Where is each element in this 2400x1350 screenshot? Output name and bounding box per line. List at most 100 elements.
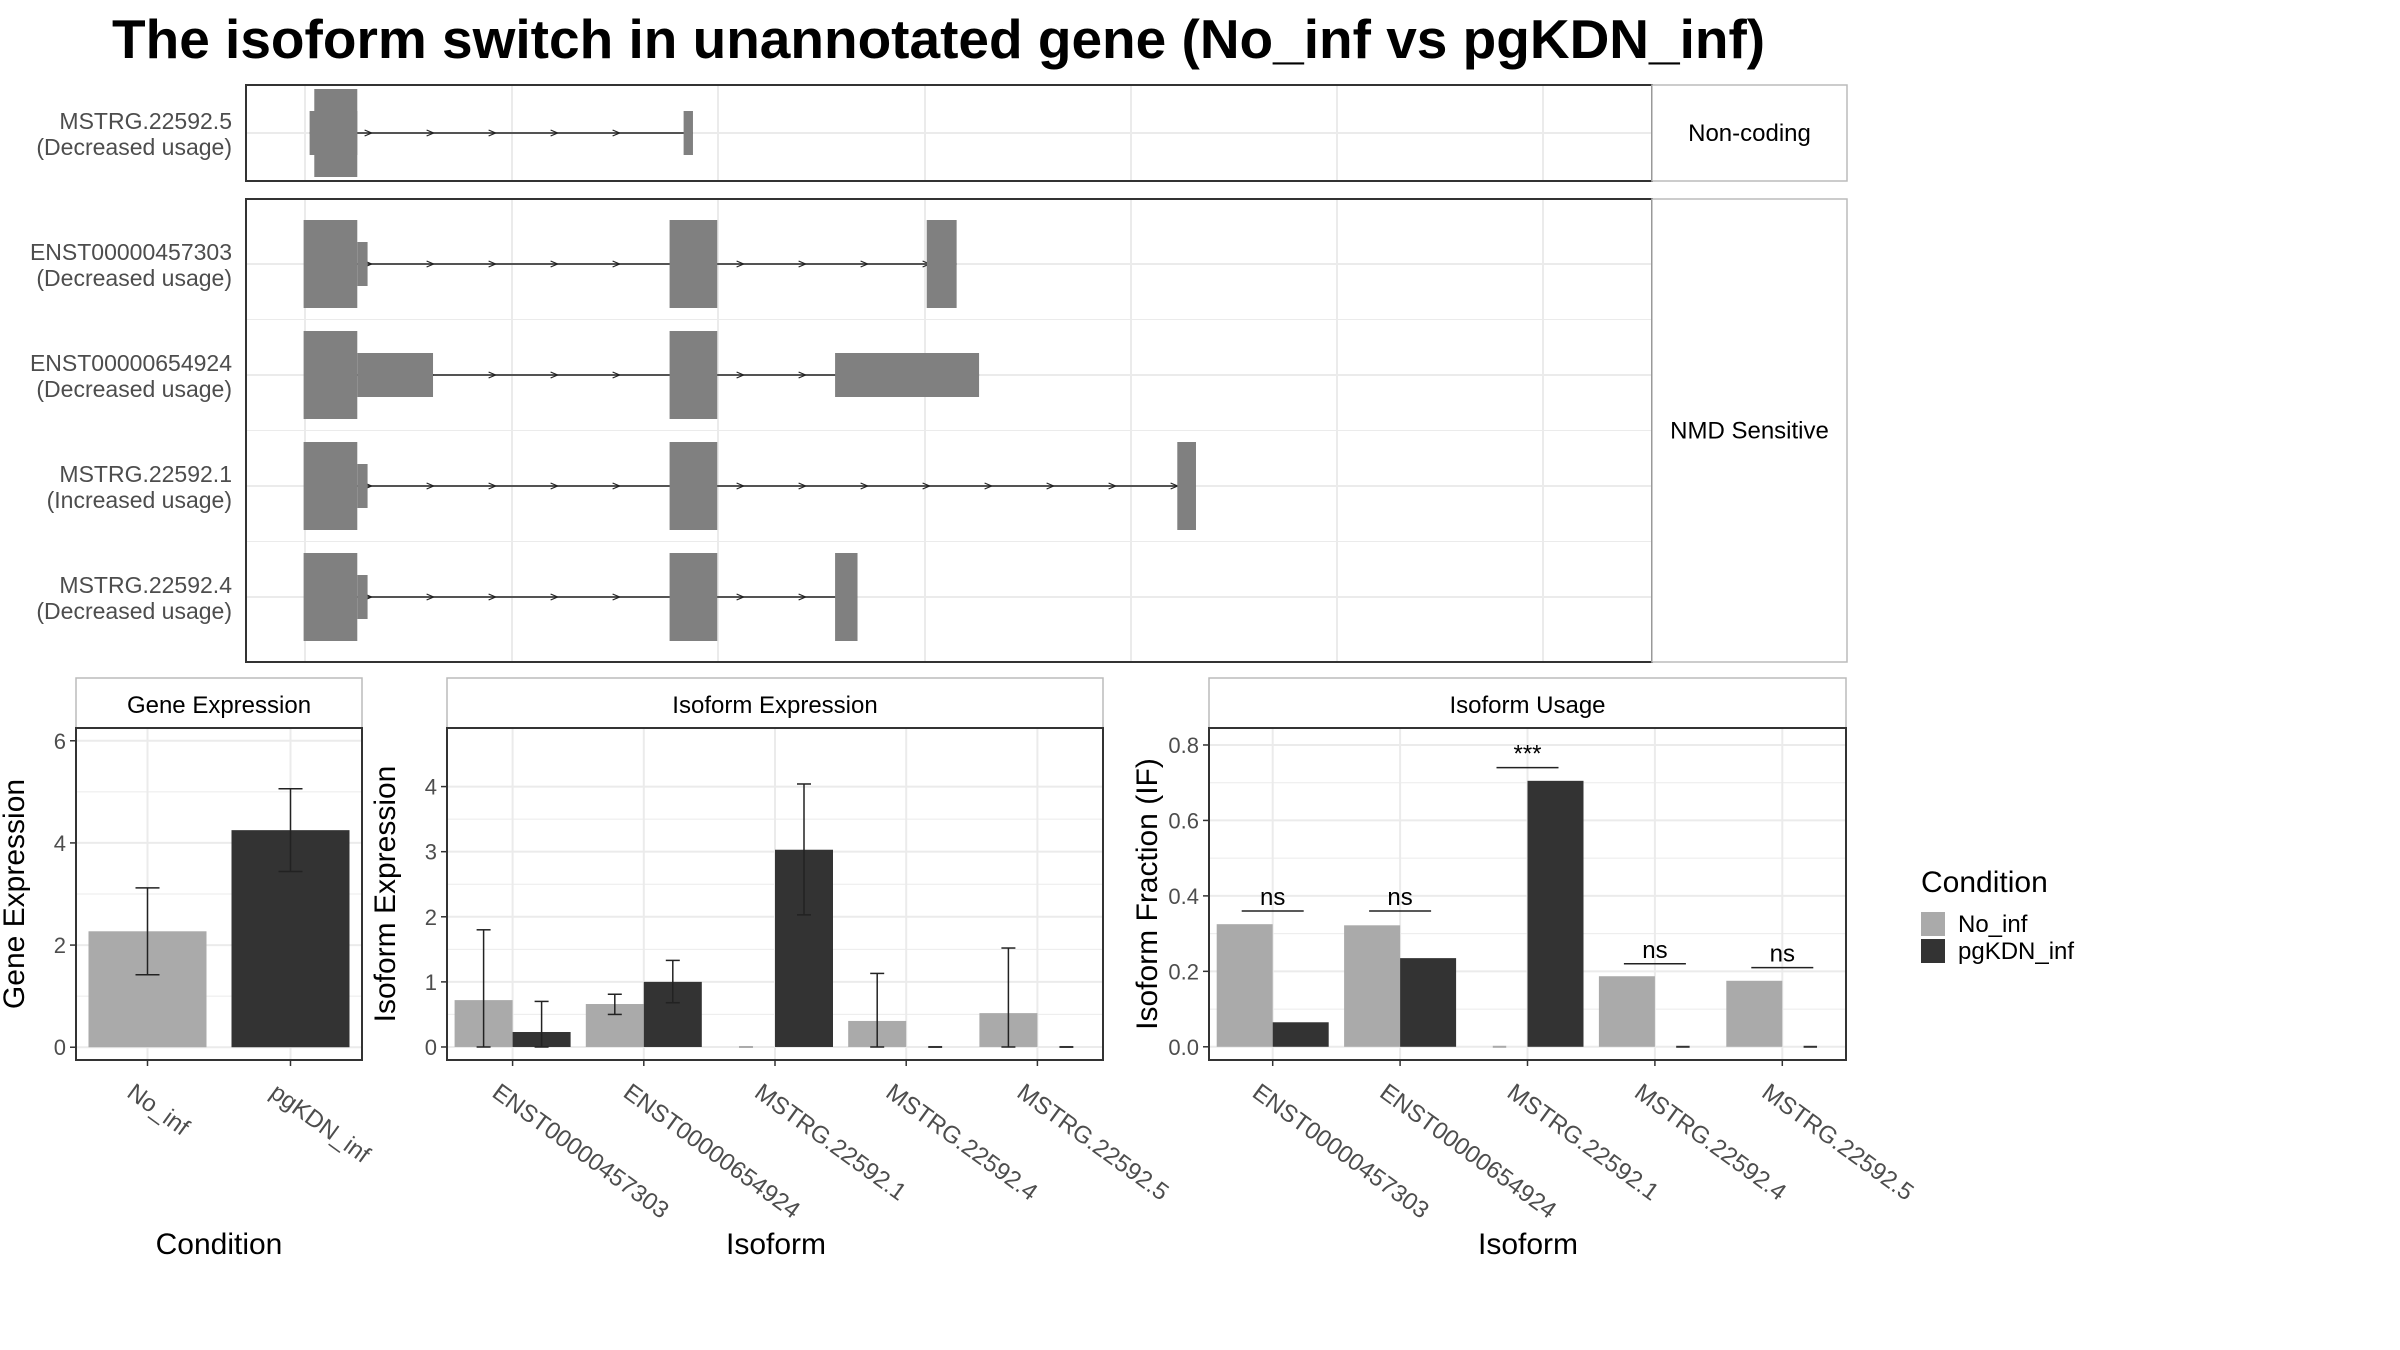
intron-arrow (798, 371, 808, 379)
exon (926, 220, 957, 308)
significance-label: ns (1260, 884, 1285, 911)
intron-arrow (860, 260, 870, 268)
transcript-MSTRG-22592-5: MSTRG.22592.5(Decreased usage) (36, 89, 693, 177)
significance-label: ns (1642, 937, 1667, 964)
exon (357, 353, 434, 397)
transcript-name: MSTRG.22592.1 (59, 461, 232, 487)
intron-arrow (860, 482, 870, 490)
intron-arrow (364, 129, 374, 137)
exon (314, 89, 358, 177)
transcript-MSTRG-22592-4: MSTRG.22592.4(Decreased usage) (36, 553, 858, 641)
intron-arrow (1108, 482, 1118, 490)
transcript-usage: (Decreased usage) (36, 265, 232, 291)
significance-label: *** (1513, 741, 1541, 768)
y-tick-label: 6 (54, 729, 66, 754)
transcript-usage: (Decreased usage) (36, 376, 232, 402)
exon (357, 575, 368, 619)
panel-title: Isoform Expression (672, 692, 877, 719)
y-axis-title: Isoform Fraction (IF) (1131, 758, 1164, 1030)
transcript-name: ENST00000457303 (30, 239, 232, 265)
legend-label: No_inf (1958, 911, 2028, 938)
strip-label: NMD Sensitive (1670, 418, 1829, 445)
transcript-usage: (Decreased usage) (36, 134, 232, 160)
x-axis-title: Isoform (1478, 1228, 1578, 1261)
intron-arrow (488, 129, 498, 137)
exon (683, 111, 693, 155)
intron-arrow (1046, 482, 1056, 490)
intron-arrow (612, 371, 622, 379)
y-tick-label: 0.0 (1168, 1035, 1199, 1060)
intron-arrow (612, 482, 622, 490)
intron-arrow (488, 593, 498, 601)
figure-title: The isoform switch in unannotated gene (… (112, 8, 1765, 70)
y-tick-label: 4 (425, 775, 437, 800)
exon (1177, 442, 1196, 530)
intron-arrow (612, 593, 622, 601)
intron-arrow (550, 371, 560, 379)
intron-arrow (798, 482, 808, 490)
bar-No_inf-4 (1726, 980, 1783, 1047)
structure-group-1: ENST00000457303(Decreased usage)ENST0000… (30, 198, 1848, 663)
y-tick-label: 0.4 (1168, 884, 1199, 909)
intron-arrow (550, 593, 560, 601)
y-tick-label: 0.2 (1168, 959, 1199, 984)
panel-strip (446, 677, 1104, 729)
panel-border (75, 727, 363, 1061)
intron-arrow (736, 371, 746, 379)
exon (669, 553, 718, 641)
intron-arrow (488, 260, 498, 268)
y-tick-label: 1 (425, 970, 437, 995)
exon (303, 220, 358, 308)
panel-title: Gene Expression (127, 692, 311, 719)
significance-label: ns (1387, 884, 1412, 911)
intron-arrow (984, 482, 994, 490)
transcript-usage: (Increased usage) (47, 487, 232, 513)
exon (669, 220, 718, 308)
intron-arrow (550, 129, 560, 137)
bar-No_inf-0 (1216, 924, 1273, 1047)
panel-strip (1208, 677, 1847, 729)
intron-arrow (426, 260, 436, 268)
x-axis-title: Isoform (726, 1228, 826, 1261)
transcript-ENST00000457303: ENST00000457303(Decreased usage) (30, 220, 957, 308)
x-tick-label: pgKDN_inf (265, 1079, 375, 1169)
legend-label: pgKDN_inf (1958, 938, 2074, 965)
y-tick-label: 4 (54, 831, 66, 856)
exon (669, 331, 718, 419)
exon (357, 242, 368, 286)
transcript-name: MSTRG.22592.4 (59, 572, 232, 598)
bar-panels: Gene Expression 0 2 4 6 No_inf pgKDN_inf Condit… (0, 677, 1918, 1261)
panel-title: Isoform Usage (1449, 692, 1605, 719)
intron-arrow (550, 260, 560, 268)
exon (303, 442, 358, 530)
intron-arrow (736, 482, 746, 490)
transcript-ENST00000654924: ENST00000654924(Decreased usage) (30, 331, 980, 419)
y-tick-label: 0 (54, 1035, 66, 1060)
y-tick-label: 2 (425, 905, 437, 930)
intron-arrow (798, 593, 808, 601)
intron-arrow (736, 593, 746, 601)
legend-title: Condition (1921, 866, 2048, 899)
bar-pgKDN_inf-0 (1272, 1022, 1329, 1047)
intron-arrow (488, 371, 498, 379)
bar-pgKDN_inf-1 (1400, 958, 1457, 1047)
strip-box (1651, 198, 1848, 663)
intron-arrow (798, 260, 808, 268)
y-tick-label: 0.6 (1168, 808, 1199, 833)
transcript-name: MSTRG.22592.5 (59, 108, 232, 134)
intron-arrow (488, 482, 498, 490)
intron-arrow (612, 129, 622, 137)
exon (303, 331, 358, 419)
transcript-MSTRG-22592-1: MSTRG.22592.1(Increased usage) (47, 442, 1196, 530)
intron-arrow (922, 482, 932, 490)
exon (835, 353, 980, 397)
x-tick-label: No_inf (122, 1079, 194, 1142)
structure-group-0: MSTRG.22592.5(Decreased usage) Non-coding (36, 84, 1848, 182)
bar-pgKDN_inf-2 (1527, 780, 1584, 1047)
legend-swatch-No_inf (1921, 912, 1945, 936)
strip-box (1651, 84, 1848, 182)
x-axis-title: Condition (156, 1228, 283, 1261)
transcript-structure-panel: MSTRG.22592.5(Decreased usage) Non-coding… (30, 84, 1848, 663)
